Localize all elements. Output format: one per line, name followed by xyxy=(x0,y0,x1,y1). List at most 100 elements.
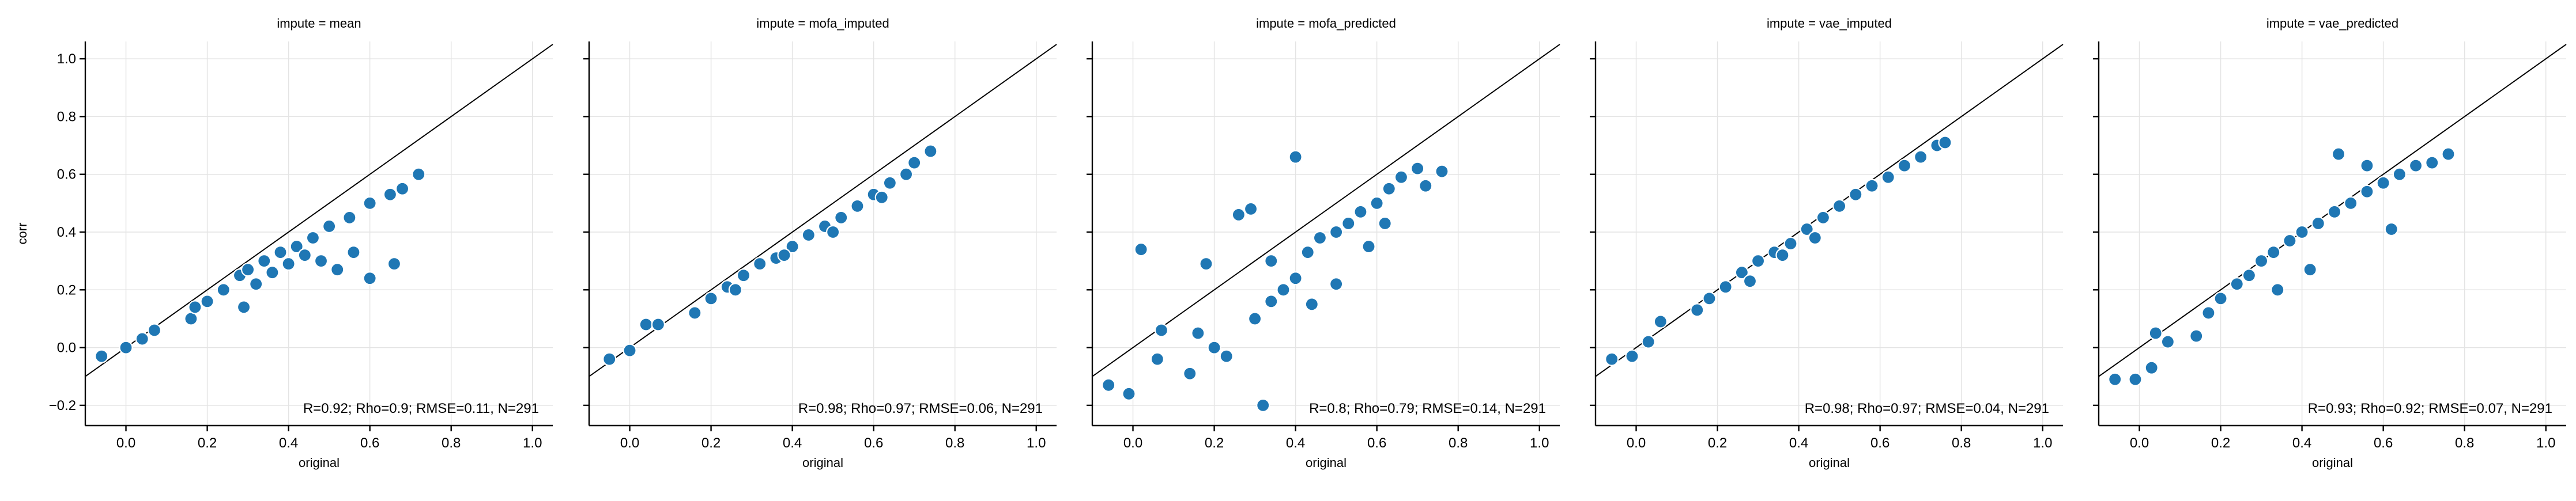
data-point xyxy=(342,210,357,225)
data-point xyxy=(2266,245,2281,260)
data-point xyxy=(1154,323,1168,337)
data-point xyxy=(1247,312,1262,326)
data-point xyxy=(2408,158,2423,173)
data-point xyxy=(777,248,791,263)
facet-title: impute = mean xyxy=(277,16,361,31)
data-point xyxy=(2441,147,2456,161)
data-point xyxy=(850,199,865,213)
facet-grid: 0.0 0.2 0.4 0.6 0.8 1.0 −0.2 0.0 0.2 0.4 0.6 0.8 1.0… xyxy=(15,16,2567,470)
data-point xyxy=(1897,158,1912,173)
y-tick-label: 0.8 xyxy=(57,109,76,124)
identity-line xyxy=(1092,44,1560,377)
data-point xyxy=(1938,135,1952,150)
data-point xyxy=(395,181,410,196)
x-tick-label: 0.6 xyxy=(864,435,883,451)
stats-annotation: R=0.98; Rho=0.97; RMSE=0.06, N=291 xyxy=(798,401,1043,416)
x-tick-label: 0.4 xyxy=(783,435,802,451)
data-point xyxy=(265,265,280,280)
data-point xyxy=(346,245,361,260)
data-point xyxy=(2230,277,2244,291)
data-point xyxy=(1419,179,1433,193)
data-point xyxy=(1914,150,1928,164)
data-point xyxy=(1800,222,1814,237)
stats-annotation: R=0.93; Rho=0.92; RMSE=0.07, N=291 xyxy=(2308,401,2552,416)
identity-line xyxy=(85,44,553,377)
x-tick-label: 0.8 xyxy=(945,435,964,451)
data-point xyxy=(899,167,914,181)
data-point xyxy=(1816,210,1831,225)
data-point xyxy=(135,332,149,346)
data-point xyxy=(1341,216,1356,231)
data-point xyxy=(2392,167,2407,181)
scatter-points xyxy=(1102,150,1449,412)
x-tick-label: 0.8 xyxy=(1449,435,1468,451)
facet-title: impute = mofa_imputed xyxy=(756,16,889,31)
y-tick-label: 1.0 xyxy=(57,51,76,67)
data-point xyxy=(216,283,231,297)
data-point xyxy=(1288,150,1303,164)
data-point xyxy=(753,257,767,271)
data-point xyxy=(1751,254,1766,268)
scatter-points xyxy=(1605,135,1952,366)
x-tick-label: 0.0 xyxy=(1123,435,1142,451)
data-point xyxy=(801,227,816,242)
data-point xyxy=(289,239,304,254)
data-point xyxy=(1264,254,1278,268)
data-point xyxy=(1808,230,1822,245)
facet-title: impute = vae_predicted xyxy=(2266,16,2398,31)
data-point xyxy=(2242,268,2257,283)
data-point xyxy=(2283,233,2297,248)
x-tick-label: 0.6 xyxy=(2374,435,2393,451)
data-point xyxy=(1219,349,1234,363)
data-point xyxy=(1435,164,1449,179)
x-tick-label: 1.0 xyxy=(2536,435,2555,451)
data-point xyxy=(1783,236,1798,251)
x-tick-label: 0.6 xyxy=(1870,435,1889,451)
data-point xyxy=(184,312,198,326)
data-point xyxy=(639,317,653,332)
data-point xyxy=(2425,155,2439,170)
data-point xyxy=(1865,179,1879,193)
data-point xyxy=(412,167,426,181)
data-point xyxy=(1102,378,1116,392)
y-axis-label: corr xyxy=(15,223,29,245)
data-point xyxy=(330,263,345,277)
x-tick-label: 0.2 xyxy=(198,435,217,451)
data-point xyxy=(1243,202,1258,216)
data-point xyxy=(1832,199,1847,213)
data-point xyxy=(2327,204,2342,219)
x-tick-label: 0.0 xyxy=(2130,435,2149,451)
data-point xyxy=(2213,291,2228,306)
data-point xyxy=(314,254,329,268)
data-point xyxy=(1625,349,1639,363)
data-point xyxy=(1410,161,1425,176)
data-point xyxy=(1775,248,1790,263)
data-point xyxy=(257,254,271,268)
stats-annotation: R=0.98; Rho=0.97; RMSE=0.04, N=291 xyxy=(1805,401,2049,416)
data-point xyxy=(2160,335,2175,349)
y-tick-label: 0.2 xyxy=(57,282,76,298)
data-point xyxy=(2108,372,2122,386)
data-point xyxy=(2270,283,2285,297)
data-point xyxy=(1276,283,1291,297)
data-point xyxy=(188,300,202,314)
data-point xyxy=(1690,303,1704,317)
data-point xyxy=(2148,326,2163,340)
facet-panel: 0.0 0.2 0.4 0.6 0.8 1.0 −0.2 0.0 0.2 0.4 0.6 0.8 1.0… xyxy=(15,16,553,470)
data-point xyxy=(874,190,889,204)
x-tick-label: 0.2 xyxy=(701,435,721,451)
data-point xyxy=(1361,239,1376,254)
data-point xyxy=(1150,352,1164,366)
x-tick-label: 0.8 xyxy=(2455,435,2474,451)
data-point xyxy=(273,245,288,260)
x-tick-label: 0.2 xyxy=(2211,435,2230,451)
data-point xyxy=(2201,306,2216,320)
x-tick-label: 1.0 xyxy=(1530,435,1549,451)
data-point xyxy=(1264,294,1278,309)
data-point xyxy=(1191,326,1205,340)
data-point xyxy=(1382,181,1396,196)
facet-panel: 0.0 0.2 0.4 0.6 0.8 1.0 impute = vae_imputedor… xyxy=(1590,16,2064,470)
data-point xyxy=(1207,340,1221,355)
data-point xyxy=(834,210,848,225)
data-point xyxy=(1702,291,1717,306)
